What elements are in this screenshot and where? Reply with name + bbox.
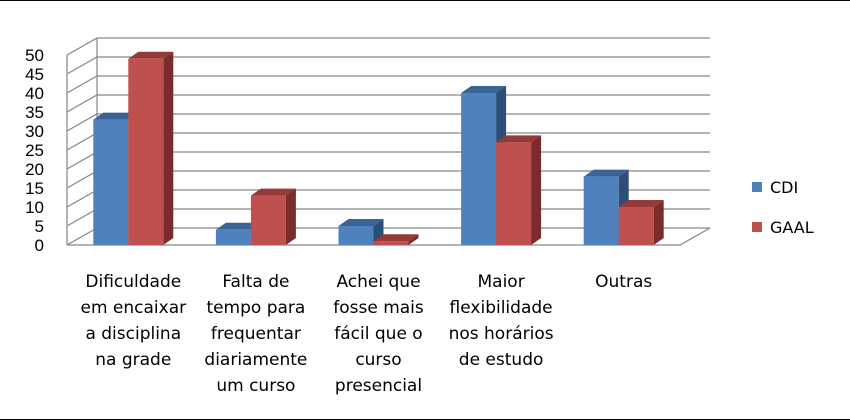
bar-side-face xyxy=(285,188,296,245)
frame-top-border xyxy=(0,0,850,1)
category-label-line: fosse mais xyxy=(333,298,424,318)
bar-gaal-3 xyxy=(496,135,542,245)
legend-swatch-cdi xyxy=(752,182,762,192)
bar-gaal-4 xyxy=(618,200,664,245)
bar-front-face xyxy=(618,207,654,245)
bars xyxy=(93,51,664,245)
category-label-line: de estudo xyxy=(459,350,544,370)
category-label-3: Maior flexibilidade nos horários de estudo xyxy=(449,272,554,370)
bar-top-face xyxy=(496,135,542,143)
category-label-line: a disciplina xyxy=(85,324,181,344)
category-label-line: tempo para xyxy=(206,298,305,318)
bar-side-face xyxy=(531,135,542,245)
category-label-line: presencial xyxy=(335,376,422,396)
bar-front-face xyxy=(461,93,497,245)
y-tick-label-50: 50 xyxy=(25,46,44,65)
y-tick-label-35: 35 xyxy=(25,103,44,122)
y-tick-label-40: 40 xyxy=(25,84,44,103)
legend-label-gaal: GAAL xyxy=(770,218,814,237)
y-tick-label-25: 25 xyxy=(25,141,44,160)
category-label-line: Outras xyxy=(595,272,652,292)
category-label-line: flexibilidade xyxy=(450,298,553,318)
y-tick-label-10: 10 xyxy=(25,198,44,217)
bar-side-face xyxy=(408,234,419,245)
bar-front-face xyxy=(215,229,251,245)
category-label-line: diariamente xyxy=(204,350,307,370)
bar-front-face xyxy=(496,142,532,245)
y-tick-label-15: 15 xyxy=(25,179,44,198)
bar-front-face xyxy=(93,119,129,245)
y-tick-label-0: 0 xyxy=(35,236,44,255)
y-tick-label-45: 45 xyxy=(25,65,44,84)
bar-gaal-1 xyxy=(250,188,296,245)
bar-top-face xyxy=(128,51,174,59)
category-label-line: nos horários xyxy=(449,324,554,344)
bar-front-face xyxy=(338,226,374,245)
category-label-4: Outras xyxy=(595,272,652,292)
category-label-line: fácil que o xyxy=(334,324,422,344)
bar-side-face xyxy=(163,51,174,245)
category-label-0: Dificuldade em encaixar a disciplina na gra… xyxy=(80,272,186,370)
bar-top-face xyxy=(461,86,507,93)
category-label-line: frequentar xyxy=(211,324,301,344)
category-label-1: Falta de tempo para frequentar diariamente u… xyxy=(204,272,307,396)
bar-gaal-0 xyxy=(128,51,174,245)
category-label-line: curso xyxy=(355,350,401,370)
category-label-line: na grade xyxy=(95,350,171,370)
bar-front-face xyxy=(583,176,619,245)
category-label-line: Achei que xyxy=(336,272,420,292)
bar-top-face xyxy=(373,234,419,242)
legend-swatch-gaal xyxy=(752,222,762,232)
category-labels: Dificuldade em encaixar a disciplina na gra… xyxy=(80,272,652,396)
y-tick-label-20: 20 xyxy=(25,160,44,179)
bar-front-face xyxy=(250,195,286,245)
y-tick-label-30: 30 xyxy=(25,122,44,141)
bar-side-face xyxy=(653,200,664,245)
bar-top-face xyxy=(583,169,629,177)
bar-top-face xyxy=(618,200,664,207)
category-label-line: um curso xyxy=(216,376,295,396)
bar-top-face xyxy=(338,219,384,226)
y-tick-label-5: 5 xyxy=(35,217,44,236)
legend-label-cdi: CDI xyxy=(770,178,798,197)
bar-top-face xyxy=(215,222,261,230)
bar-front-face xyxy=(128,58,164,245)
category-label-line: Falta de xyxy=(222,272,289,292)
bar-front-face xyxy=(373,241,409,245)
category-label-2: Achei que fosse mais fácil que o curso prese… xyxy=(333,272,424,396)
legend: CDI GAAL xyxy=(752,178,814,237)
bar-top-face xyxy=(250,188,296,196)
category-label-line: em encaixar xyxy=(80,298,186,318)
bar-gaal-2 xyxy=(373,234,419,245)
category-label-line: Maior xyxy=(477,272,524,292)
bar-top-face xyxy=(93,112,139,120)
category-label-line: Dificuldade xyxy=(85,272,181,292)
